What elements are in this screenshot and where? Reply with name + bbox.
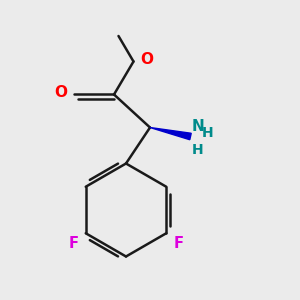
Text: H: H (192, 142, 204, 157)
Polygon shape (150, 128, 191, 140)
Text: O: O (140, 52, 153, 68)
Text: H: H (202, 127, 214, 140)
Text: F: F (174, 236, 184, 251)
Text: F: F (68, 236, 78, 251)
Text: O: O (54, 85, 67, 100)
Text: N: N (192, 119, 205, 134)
